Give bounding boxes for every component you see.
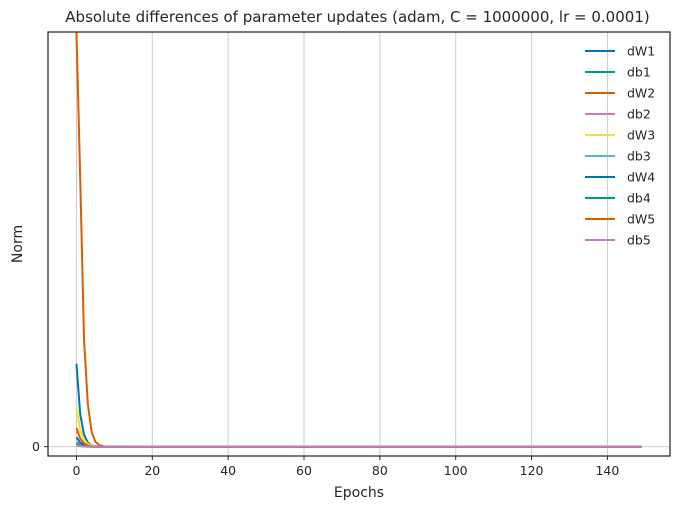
- x-tick-label-140: 140: [595, 463, 619, 478]
- x-axis-ticks: 0 20 40 60 80 100 120 140: [72, 456, 619, 478]
- legend-label-db1: db1: [627, 65, 651, 80]
- y-axis-ticks: 0: [32, 439, 48, 454]
- x-tick-label-80: 80: [372, 463, 388, 478]
- plot-frame: [47, 31, 671, 457]
- legend-label-db2: db2: [627, 107, 651, 122]
- x-axis-label: Epochs: [334, 485, 384, 501]
- series-lines: [75, 31, 642, 448]
- x-tick-label-40: 40: [220, 463, 236, 478]
- x-tick-label-120: 120: [520, 463, 544, 478]
- legend-label-db4: db4: [627, 191, 651, 206]
- legend-label-db5: db5: [627, 233, 651, 248]
- x-tick-label-60: 60: [296, 463, 312, 478]
- y-tick-label-0: 0: [32, 439, 40, 454]
- legend-label-dW1: dW1: [627, 44, 655, 59]
- y-axis-label: Norm: [10, 225, 26, 263]
- legend-label-dW2: dW2: [627, 86, 655, 101]
- legend-label-dW5: dW5: [627, 212, 655, 227]
- series-line-db5: [76, 444, 642, 448]
- legend-label-dW3: dW3: [627, 128, 655, 143]
- legend: dW1 db1 dW2 db2 dW3 db3 dW4 db4 dW5 db5: [585, 44, 655, 248]
- legend-label-db3: db3: [627, 149, 651, 164]
- legend-label-dW4: dW4: [627, 170, 655, 185]
- x-tick-label-0: 0: [72, 463, 80, 478]
- x-tick-label-20: 20: [144, 463, 160, 478]
- chart-title: Absolute differences of parameter update…: [65, 8, 649, 26]
- x-tick-label-100: 100: [444, 463, 468, 478]
